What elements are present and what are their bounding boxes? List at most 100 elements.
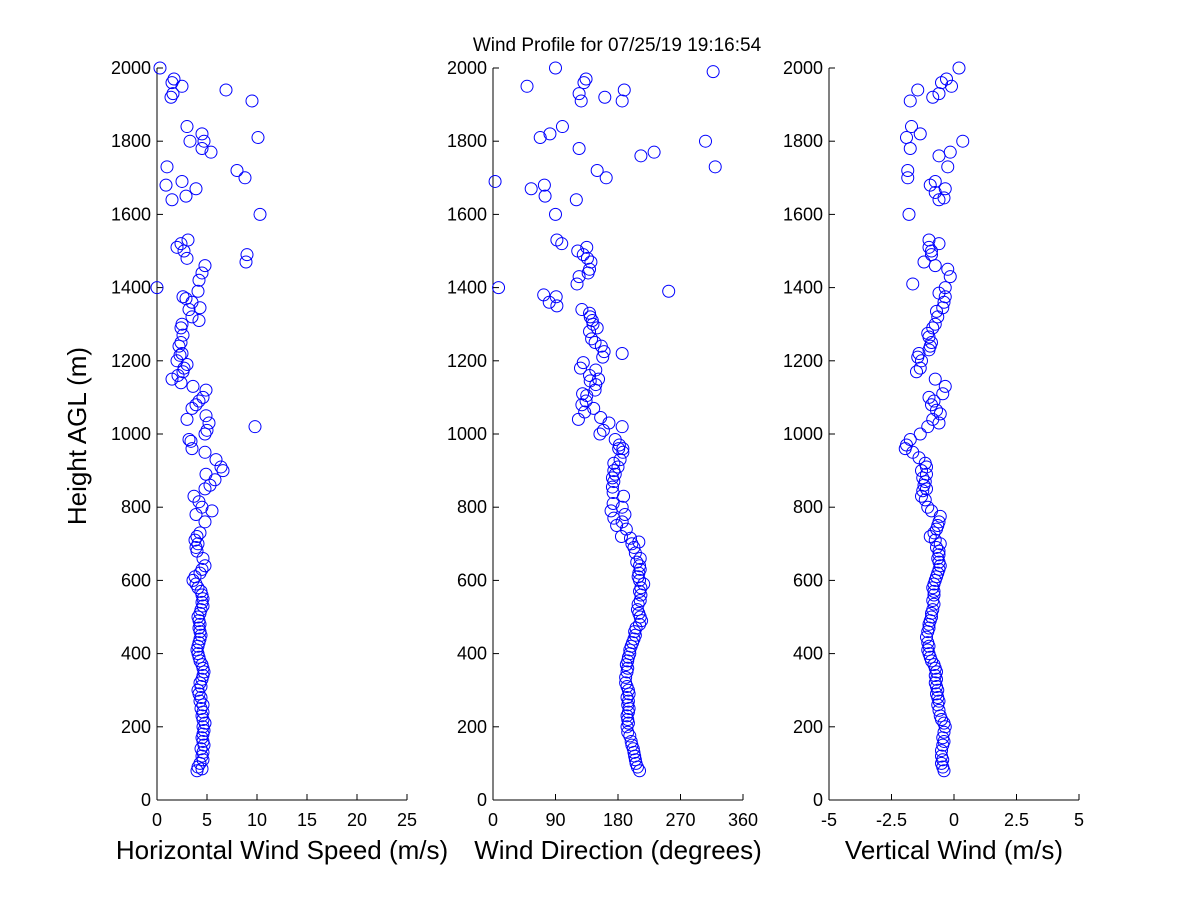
data-point — [191, 610, 205, 624]
data-point — [625, 537, 639, 551]
x-tick-label: 5 — [202, 810, 212, 830]
data-point — [180, 357, 194, 371]
data-point — [248, 420, 262, 434]
data-point — [587, 401, 601, 415]
x-tick-label: -5 — [821, 810, 837, 830]
data-point — [194, 691, 208, 705]
data-point — [180, 251, 194, 265]
data-point — [194, 702, 208, 715]
data-point — [928, 185, 942, 199]
data-point — [932, 193, 946, 207]
x-tick-label: 180 — [603, 810, 633, 830]
data-point — [196, 720, 210, 734]
data-point — [922, 233, 936, 247]
data-point — [611, 460, 625, 474]
data-point — [926, 594, 940, 608]
data-point — [925, 398, 938, 412]
data-point — [922, 390, 936, 404]
data-point — [202, 416, 216, 430]
data-point — [198, 716, 212, 730]
data-point — [596, 350, 610, 364]
data-point — [185, 442, 199, 456]
data-point — [189, 398, 203, 412]
data-point — [192, 314, 206, 328]
data-point — [164, 90, 178, 104]
data-point — [599, 171, 613, 185]
data-point — [925, 504, 938, 518]
data-point — [189, 540, 203, 554]
data-point — [199, 467, 213, 481]
data-point — [616, 442, 630, 456]
y-tick-label: 1800 — [111, 131, 151, 151]
data-point — [921, 500, 935, 514]
y-tick-label: 0 — [813, 790, 823, 810]
x-axis-label: Vertical Wind (m/s) — [845, 835, 1063, 865]
data-point — [555, 237, 569, 251]
y-tick-label: 1600 — [111, 204, 151, 224]
data-point — [198, 259, 212, 273]
data-point — [952, 61, 966, 75]
data-point — [956, 134, 970, 148]
data-point — [195, 562, 209, 576]
x-tick-label: 20 — [347, 810, 367, 830]
x-tick-label: 90 — [545, 810, 565, 830]
data-point — [906, 277, 920, 291]
data-point — [179, 292, 193, 306]
data-point — [170, 240, 184, 254]
data-point — [571, 244, 585, 258]
data-point — [619, 676, 633, 690]
data-point — [917, 255, 931, 269]
data-point — [590, 321, 604, 335]
data-point — [910, 365, 923, 379]
data-point — [932, 237, 946, 251]
data-point — [214, 460, 228, 474]
data-point — [572, 142, 586, 156]
data-point — [196, 745, 210, 759]
data-point — [932, 548, 946, 562]
data-point — [903, 432, 917, 446]
data-point — [605, 471, 619, 485]
data-point — [576, 387, 590, 401]
y-tick-label: 1000 — [447, 424, 487, 444]
data-point — [632, 535, 646, 549]
y-tick-label: 1400 — [111, 278, 151, 298]
data-point — [620, 691, 634, 705]
data-point — [240, 248, 254, 262]
data-point — [205, 504, 219, 518]
data-point — [624, 734, 638, 748]
data-point — [180, 412, 194, 426]
data-point — [925, 610, 938, 624]
data-point — [239, 255, 253, 269]
data-point — [175, 317, 189, 331]
y-tick-label: 2000 — [447, 58, 487, 78]
data-point — [583, 306, 597, 320]
data-point — [583, 262, 597, 276]
y-tick-label: 400 — [121, 644, 151, 664]
y-tick-label: 1000 — [111, 424, 151, 444]
data-point — [153, 61, 167, 75]
x-tick-label: 270 — [665, 810, 695, 830]
data-point — [174, 376, 188, 390]
data-point — [209, 453, 223, 467]
data-point — [699, 134, 712, 148]
data-point — [630, 603, 644, 617]
data-point — [922, 240, 936, 254]
data-point — [927, 658, 941, 672]
data-point — [606, 486, 620, 500]
data-point — [902, 207, 916, 221]
x-tick-label: 0 — [152, 810, 162, 830]
data-point — [706, 65, 720, 79]
data-point — [589, 363, 603, 377]
data-point — [165, 193, 179, 207]
data-point — [913, 127, 927, 141]
data-point — [175, 346, 189, 360]
data-point — [941, 160, 955, 174]
data-point — [167, 72, 181, 86]
data-point — [191, 284, 205, 298]
data-point — [618, 508, 632, 522]
data-point — [150, 281, 164, 295]
data-point — [176, 290, 190, 304]
data-point — [253, 207, 267, 221]
y-tick-label: 600 — [457, 570, 487, 590]
